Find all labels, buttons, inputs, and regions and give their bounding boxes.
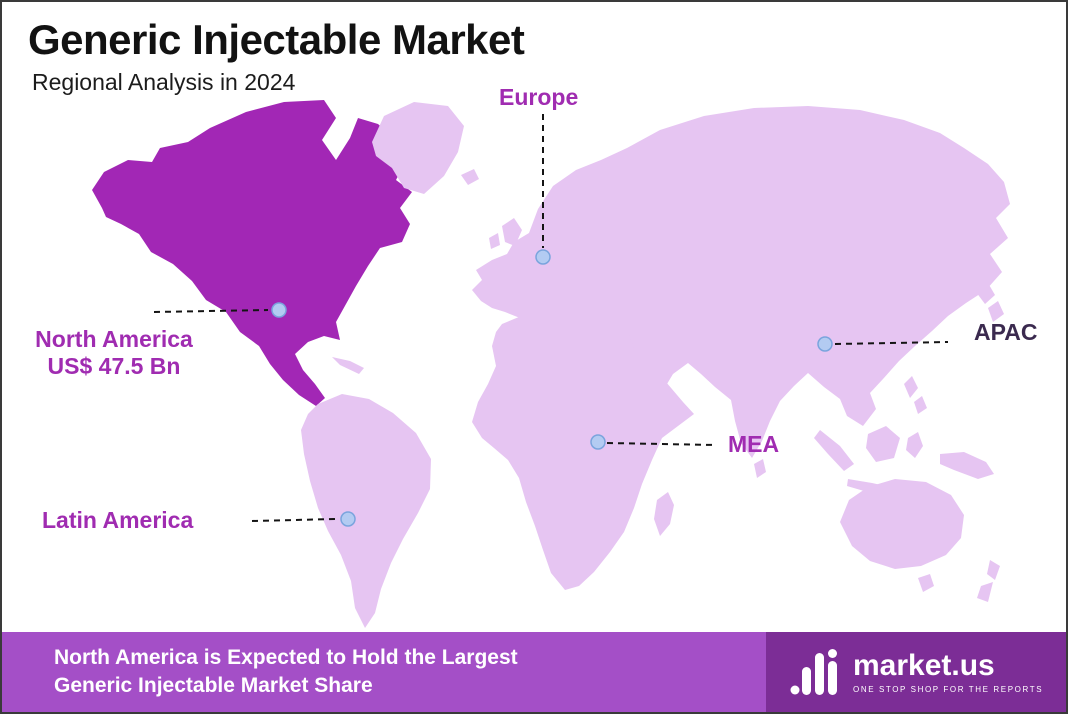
island-philippines-south <box>914 396 927 414</box>
mea-marker-dot <box>590 434 606 450</box>
island-cuba <box>332 357 364 374</box>
continent-north-america <box>92 100 412 406</box>
continent-africa <box>472 308 694 590</box>
latin-america-marker-dot <box>340 511 356 527</box>
apac-connector-line <box>834 341 949 345</box>
island-new-guinea <box>940 452 994 479</box>
island-greenland <box>372 102 464 194</box>
brand-panel: market.us ONE STOP SHOP FOR THE REPORTS <box>766 632 1066 712</box>
island-ireland <box>489 233 500 249</box>
europe-marker-dot <box>535 249 551 265</box>
continent-australia <box>840 479 964 569</box>
marketus-logo-icon <box>790 649 837 695</box>
continent-south-america <box>301 394 431 628</box>
mea-connector-line <box>606 442 717 446</box>
north-america-marker-dot <box>271 302 287 318</box>
region-label-apac: APAC <box>974 319 1038 345</box>
title-block: Generic Injectable Market Regional Analy… <box>28 16 525 96</box>
brand-tagline: ONE STOP SHOP FOR THE REPORTS <box>853 684 1044 694</box>
island-madagascar <box>654 492 674 536</box>
island-sumatra <box>814 430 854 471</box>
island-sulawesi <box>906 432 923 458</box>
region-label-mea: MEA <box>728 431 780 457</box>
island-new-zealand-north <box>987 560 1000 580</box>
region-label-north-america: North America US$ 47.5 Bn <box>12 326 216 380</box>
footer-banner: North America is Expected to Hold the La… <box>2 632 1066 712</box>
footer-message-line1: North America is Expected to Hold the La… <box>54 646 518 669</box>
island-japan-north <box>976 283 995 304</box>
north-america-connector-line <box>153 309 269 313</box>
island-japan-south <box>988 301 1004 322</box>
island-borneo <box>866 426 900 462</box>
north-america-value-text: US$ 47.5 Bn <box>47 353 181 379</box>
island-iceland <box>461 169 479 185</box>
page-subtitle: Regional Analysis in 2024 <box>32 69 296 95</box>
region-label-latin-america: Latin America <box>42 507 194 533</box>
island-united-kingdom <box>502 218 522 246</box>
island-philippines-north <box>904 376 918 398</box>
latin-america-connector-line <box>251 518 337 522</box>
apac-marker-dot <box>817 336 833 352</box>
page-title: Generic Injectable Market <box>28 16 525 63</box>
north-america-label-text: North America <box>35 326 193 352</box>
island-tasmania <box>918 574 934 592</box>
brand-text-block: market.us ONE STOP SHOP FOR THE REPORTS <box>853 648 1044 694</box>
island-new-zealand-south <box>977 582 993 602</box>
footer-message-line2: Generic Injectable Market Share <box>54 674 373 697</box>
brand-name: market.us <box>853 648 995 682</box>
island-java <box>847 479 890 495</box>
island-sri-lanka <box>754 459 766 478</box>
footer-message: North America is Expected to Hold the La… <box>2 632 766 712</box>
region-label-europe: Europe <box>499 84 579 110</box>
